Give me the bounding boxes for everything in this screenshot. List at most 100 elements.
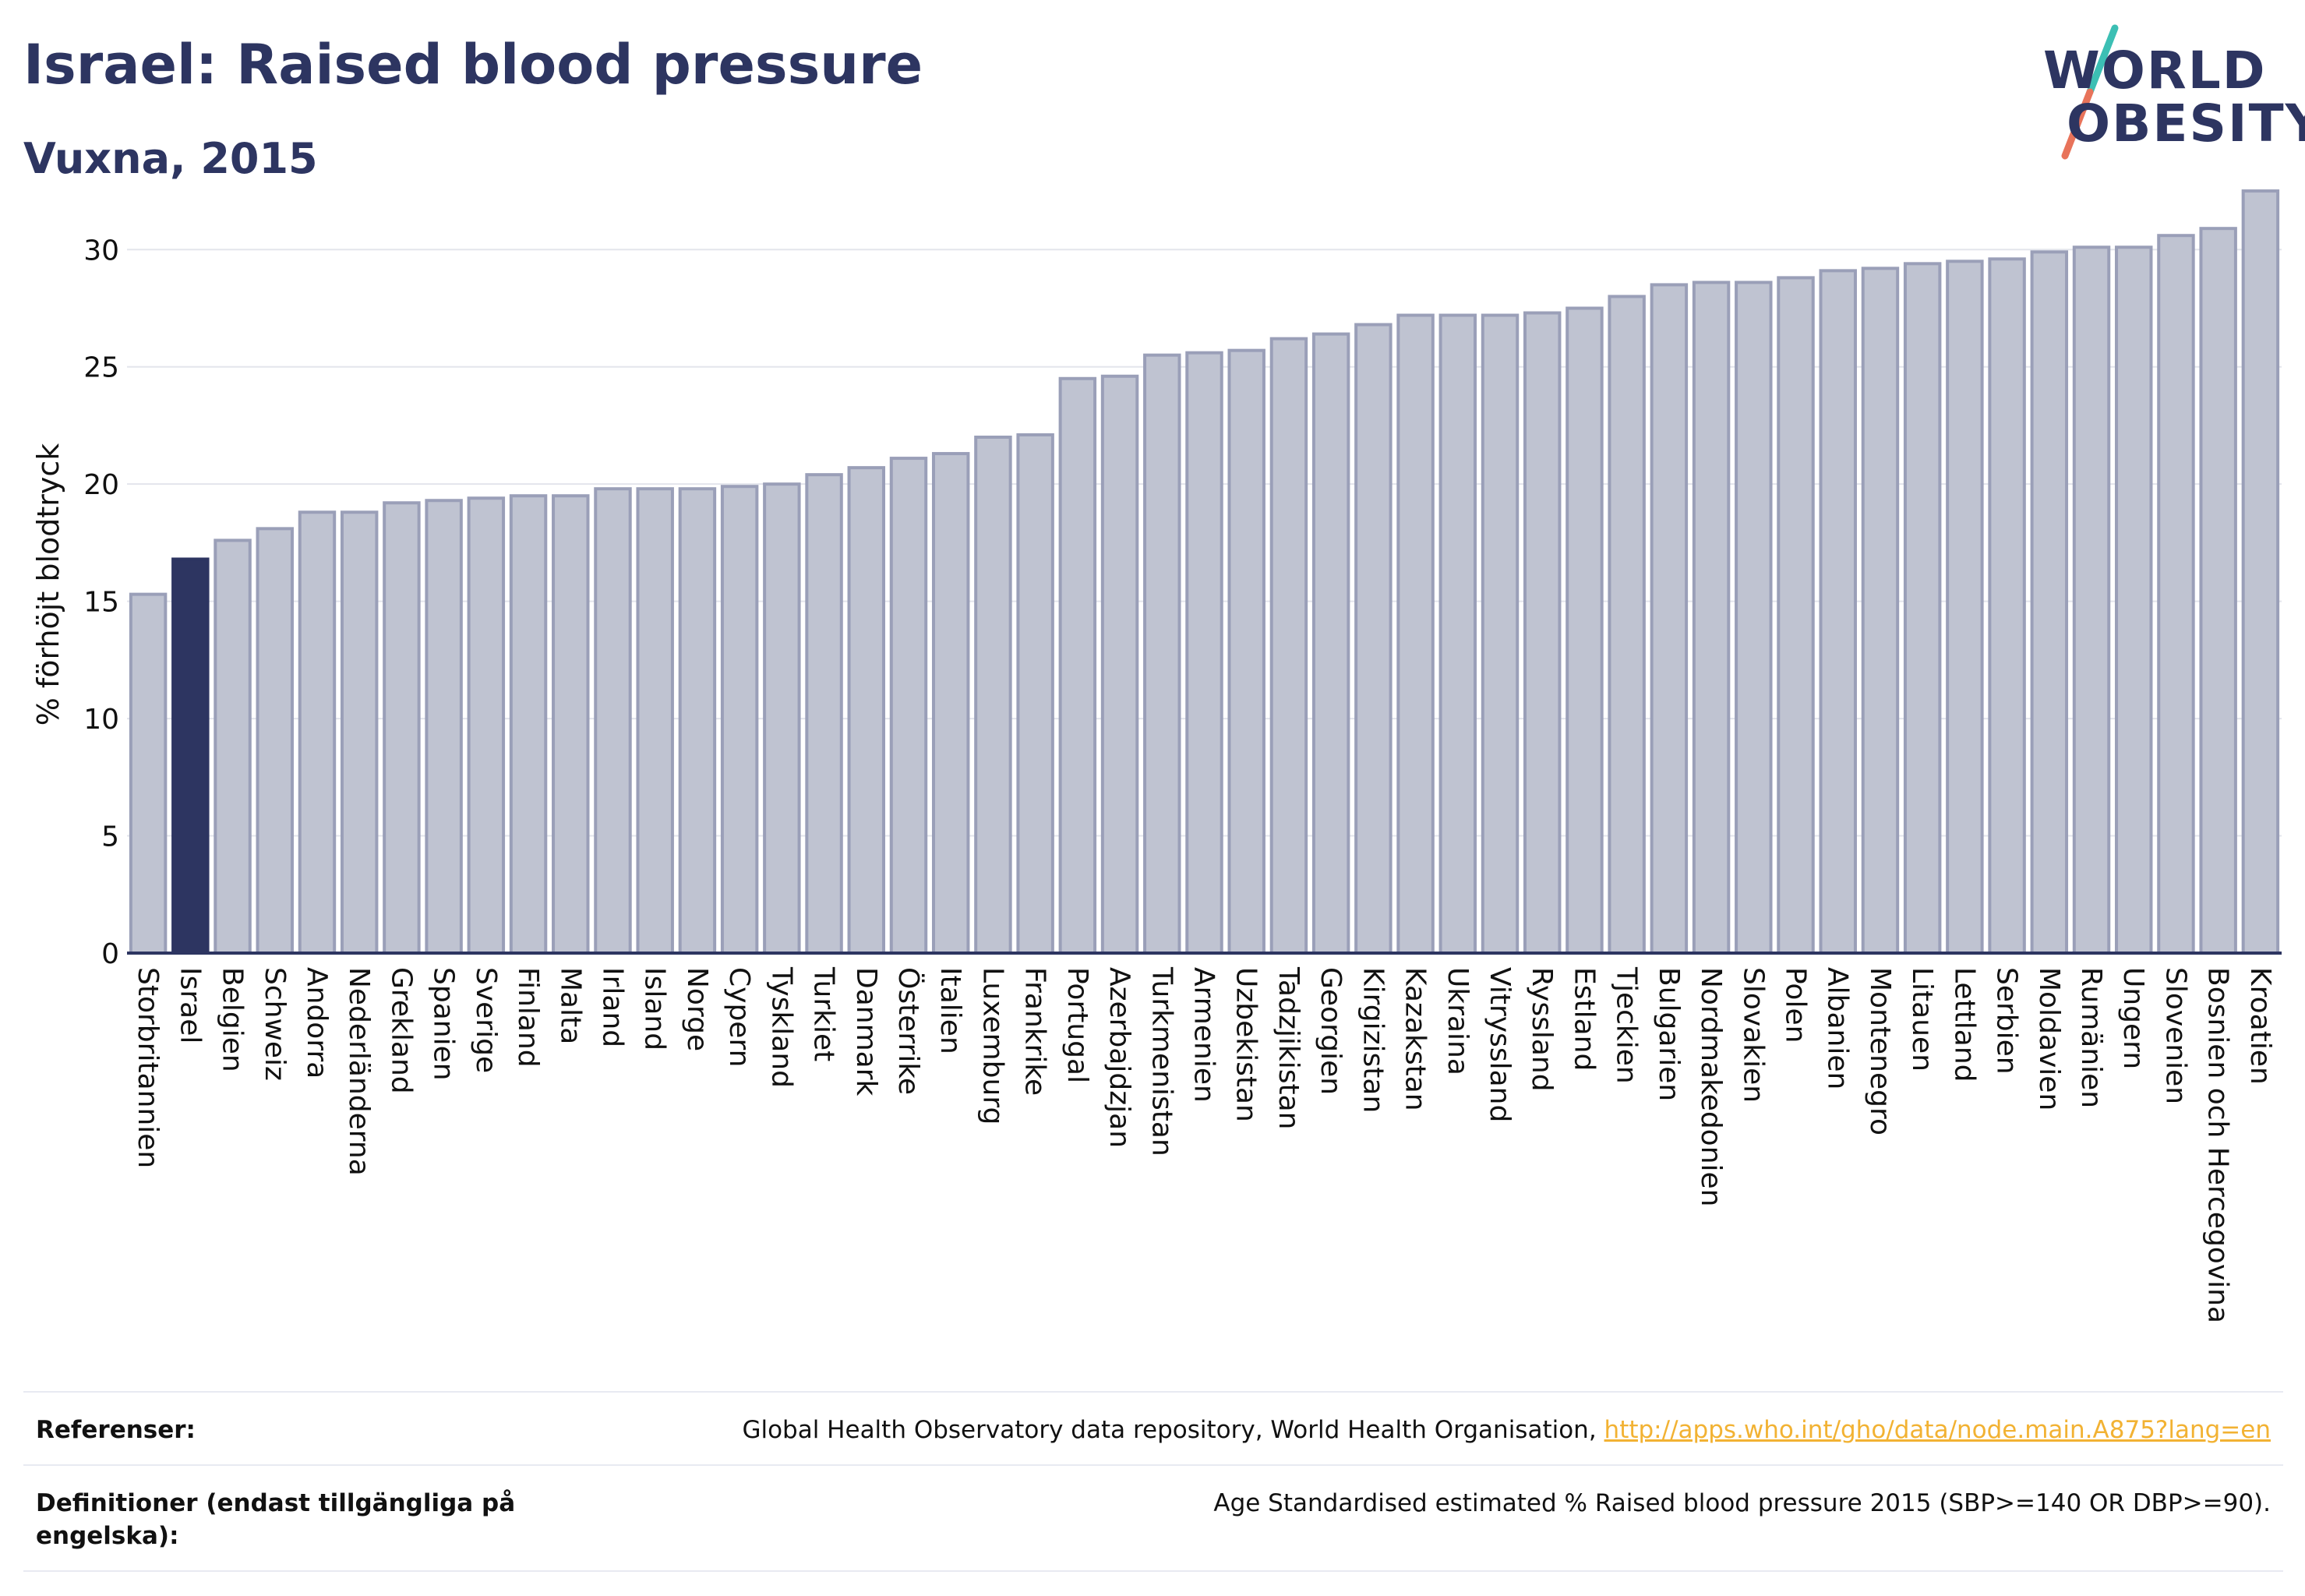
x-tick-label: Albanien <box>1822 967 1854 1089</box>
logo-word-obesity: OBESITY <box>2067 94 2305 154</box>
bar-ungern[interactable] <box>2115 245 2153 955</box>
references-row: Referenser: Global Health Observatory da… <box>23 1391 2283 1464</box>
bar-slovenien[interactable] <box>2157 234 2195 955</box>
bar-nederländerna[interactable] <box>340 510 379 955</box>
bar-rumänien[interactable] <box>2072 245 2111 955</box>
bar-israel[interactable] <box>171 557 210 955</box>
chart-subtitle: Vuxna, 2015 <box>23 134 318 183</box>
bar-kroatien[interactable] <box>2241 189 2280 955</box>
x-tick-label: Bulgarien <box>1653 967 1685 1101</box>
references-value: Global Health Observatory data repositor… <box>742 1414 2271 1447</box>
bar-frankrike[interactable] <box>1016 433 1054 955</box>
bar-belgien[interactable] <box>214 538 252 955</box>
logo-slash-icon <box>2061 24 2119 160</box>
x-tick-label: Nordmakedonien <box>1695 967 1727 1206</box>
bar-uzbekistan[interactable] <box>1227 348 1265 955</box>
bar-österrike[interactable] <box>889 457 928 955</box>
bar-ukraina[interactable] <box>1438 313 1477 955</box>
chart-footer: Referenser: Global Health Observatory da… <box>23 1391 2283 1572</box>
x-tick-label: Moldavien <box>2033 967 2065 1110</box>
bar-lettland[interactable] <box>1946 260 1984 955</box>
definitions-value: Age Standardised estimated % Raised bloo… <box>1213 1488 2271 1517</box>
x-tick-label: Slovakien <box>1737 967 1769 1103</box>
x-tick-label: Storbritannien <box>132 967 164 1168</box>
x-tick-label: Vitryssland <box>1484 967 1516 1122</box>
x-tick-label: Tjeckien <box>1611 966 1643 1084</box>
bar-danmark[interactable] <box>847 466 886 955</box>
chart-title: Israel: Raised blood pressure <box>23 33 923 97</box>
x-tick-label: Österrike <box>892 967 925 1095</box>
x-tick-label: Nederländerna <box>343 967 375 1176</box>
x-tick-label: Belgien <box>217 967 249 1072</box>
x-tick-label: Israel <box>174 967 206 1043</box>
bar-serbien[interactable] <box>1988 257 2026 955</box>
bar-irland[interactable] <box>594 487 632 955</box>
x-tick-label: Litauen <box>1906 967 1938 1072</box>
y-tick-label: 30 <box>83 235 119 267</box>
bar-azerbajdzjan[interactable] <box>1100 374 1139 955</box>
x-tick-label: Andorra <box>301 967 333 1079</box>
bar-kazakstan[interactable] <box>1396 313 1435 955</box>
definitions-row: Definitioner (endast tillgängliga på eng… <box>23 1464 2283 1572</box>
bar-finland[interactable] <box>509 494 548 955</box>
bar-storbritannien[interactable] <box>129 592 168 955</box>
bar-moldavien[interactable] <box>2030 250 2069 955</box>
bar-bulgarien[interactable] <box>1650 283 1689 955</box>
bar-nordmakedonien[interactable] <box>1692 281 1731 955</box>
references-label: Referenser: <box>36 1416 196 1444</box>
bar-ryssland[interactable] <box>1523 311 1562 955</box>
x-tick-label: Ungern <box>2117 967 2149 1069</box>
bar-malta[interactable] <box>552 494 590 955</box>
bar-andorra[interactable] <box>298 510 337 955</box>
bar-georgien[interactable] <box>1311 332 1350 955</box>
bar-slovakien[interactable] <box>1735 281 1773 955</box>
bar-tjeckien[interactable] <box>1608 295 1646 955</box>
bar-chart: 0 5 10 15 20 25 30 Storbritannien Israel Belgien… <box>83 189 2282 1323</box>
x-tick-label: Armenien <box>1188 967 1220 1103</box>
bar-tyskland[interactable] <box>763 482 801 955</box>
bar-spanien[interactable] <box>425 499 463 955</box>
bar-island[interactable] <box>636 487 674 955</box>
bar-luxemburg[interactable] <box>974 436 1012 955</box>
y-tick-label: 5 <box>101 821 119 853</box>
bar-bosnien-och-hercegovina[interactable] <box>2199 227 2237 955</box>
logo-word-world: WORLD <box>2043 41 2267 101</box>
bar-portugal[interactable] <box>1058 376 1097 955</box>
x-tick-label: Georgien <box>1315 967 1347 1095</box>
bar-armenien[interactable] <box>1185 351 1223 955</box>
bar-polen[interactable] <box>1777 276 1815 955</box>
bar-turkiet[interactable] <box>805 473 843 955</box>
x-tick-label: Uzbekistan <box>1230 967 1262 1122</box>
x-tick-label: Luxemburg <box>976 967 1008 1125</box>
bar-grekland[interactable] <box>383 501 421 955</box>
world-obesity-logo: WORLD OBESITY <box>2034 23 2305 164</box>
bar-montenegro[interactable] <box>1861 267 1900 955</box>
x-tick-label: Polen <box>1780 967 1812 1043</box>
bar-italien[interactable] <box>931 452 970 955</box>
definitions-label: Definitioner (endast tillgängliga på eng… <box>36 1488 516 1550</box>
x-tick-label: Italien <box>934 967 966 1054</box>
x-tick-label: Island <box>639 967 671 1050</box>
bar-litauen[interactable] <box>1903 262 1942 955</box>
x-tick-label: Lettland <box>1948 967 1980 1082</box>
x-tick-label: Kroatien <box>2244 967 2276 1085</box>
bar-turkmenistan[interactable] <box>1143 353 1181 955</box>
bar-albanien[interactable] <box>1819 269 1857 955</box>
x-tick-label: Turkiet <box>808 966 840 1061</box>
references-text: Global Health Observatory data repositor… <box>742 1416 1604 1444</box>
references-link[interactable]: http://apps.who.int/gho/data/node.main.A… <box>1604 1416 2271 1444</box>
bar-tadzjikistan[interactable] <box>1269 337 1308 955</box>
y-tick-labels: 0 5 10 15 20 25 30 <box>83 235 119 970</box>
bar-norge[interactable] <box>678 487 717 955</box>
y-tick-label: 10 <box>83 704 119 736</box>
bar-cypern[interactable] <box>720 485 759 955</box>
x-tick-label: Norge <box>681 967 713 1051</box>
bar-sverige[interactable] <box>467 496 506 955</box>
bar-vitryssland[interactable] <box>1481 313 1520 955</box>
bar-estland[interactable] <box>1565 306 1604 955</box>
bar-schweiz[interactable] <box>256 527 294 955</box>
x-tick-label: Ryssland <box>1526 967 1558 1092</box>
y-tick-label: 0 <box>101 938 119 970</box>
x-tick-label: Finland <box>512 967 544 1068</box>
bar-kirgizistan[interactable] <box>1354 323 1393 955</box>
